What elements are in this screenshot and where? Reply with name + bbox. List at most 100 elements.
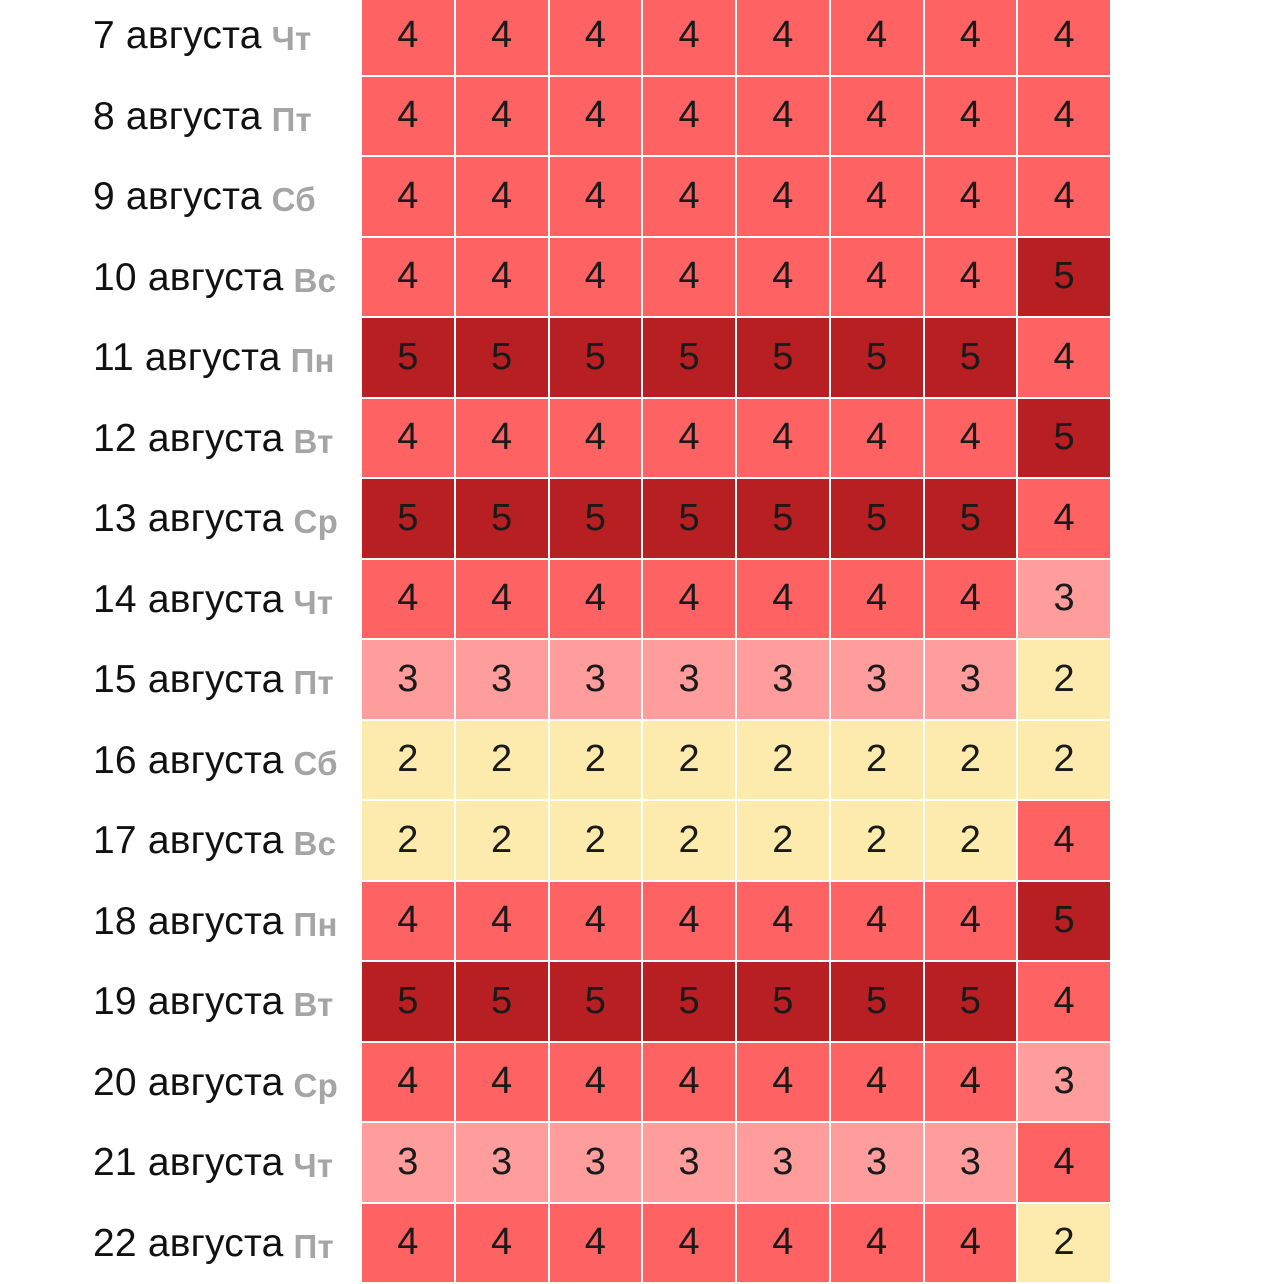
level-cell: 3 <box>362 640 454 719</box>
level-cell: 5 <box>1018 399 1110 478</box>
level-cell: 5 <box>362 479 454 558</box>
level-cell: 2 <box>362 721 454 800</box>
level-cell: 3 <box>925 1123 1017 1202</box>
weekday-label: Пт <box>294 1228 334 1266</box>
level-cell: 4 <box>1018 962 1110 1041</box>
weekday-label: Пт <box>272 101 312 139</box>
weekday-label: Сб <box>294 745 338 783</box>
level-cell: 4 <box>925 157 1017 236</box>
level-cell: 4 <box>1018 157 1110 236</box>
level-cell: 4 <box>550 1204 642 1283</box>
level-cell: 5 <box>550 318 642 397</box>
weekday-label: Вс <box>294 825 337 863</box>
level-cell: 3 <box>456 1123 548 1202</box>
date-text: 17 августа <box>93 819 284 863</box>
level-cell: 5 <box>456 318 548 397</box>
date-text: 14 августа <box>93 578 284 622</box>
level-cell: 4 <box>550 157 642 236</box>
level-cell: 4 <box>643 1204 735 1283</box>
date-text: 20 августа <box>93 1061 284 1105</box>
level-cell: 2 <box>831 801 923 880</box>
level-cell: 4 <box>737 1204 829 1283</box>
level-cell: 3 <box>831 1123 923 1202</box>
level-cell: 2 <box>643 801 735 880</box>
weekday-label: Ср <box>294 503 338 541</box>
level-cell: 5 <box>925 318 1017 397</box>
level-cell: 2 <box>456 801 548 880</box>
level-cell: 5 <box>456 479 548 558</box>
level-cell: 2 <box>925 721 1017 800</box>
weekday-label: Чт <box>272 20 312 58</box>
level-cell: 4 <box>456 1043 548 1122</box>
level-cell: 4 <box>550 77 642 156</box>
date-text: 18 августа <box>93 900 284 944</box>
level-cell: 2 <box>456 721 548 800</box>
level-cell: 2 <box>925 801 1017 880</box>
weekday-label: Сб <box>272 181 316 219</box>
level-cell: 3 <box>737 640 829 719</box>
date-text: 16 августа <box>93 739 284 783</box>
level-cell: 2 <box>1018 721 1110 800</box>
level-cell: 4 <box>925 882 1017 961</box>
date-label: 17 августа Вс <box>0 801 362 882</box>
level-cell: 4 <box>362 1204 454 1283</box>
level-cell: 4 <box>925 77 1017 156</box>
level-cell: 5 <box>1018 238 1110 317</box>
level-cell: 4 <box>925 399 1017 478</box>
level-cell: 4 <box>456 560 548 639</box>
level-cell: 3 <box>831 640 923 719</box>
level-cell: 4 <box>737 1043 829 1122</box>
level-cell: 5 <box>831 962 923 1041</box>
level-cell: 4 <box>831 238 923 317</box>
level-cell: 4 <box>362 0 454 75</box>
level-cell: 3 <box>456 640 548 719</box>
level-cell: 2 <box>737 721 829 800</box>
level-cell: 5 <box>1018 882 1110 961</box>
level-cell: 3 <box>1018 1043 1110 1122</box>
weekday-label: Чт <box>294 1147 334 1185</box>
level-cell: 5 <box>456 962 548 1041</box>
level-cell: 2 <box>737 801 829 880</box>
date-text: 13 августа <box>93 497 284 541</box>
level-cell: 5 <box>831 479 923 558</box>
level-cell: 5 <box>643 479 735 558</box>
level-cell: 4 <box>643 0 735 75</box>
level-cell: 5 <box>362 962 454 1041</box>
level-cell: 4 <box>643 399 735 478</box>
level-cell: 4 <box>550 0 642 75</box>
level-cell: 4 <box>643 560 735 639</box>
level-cell: 2 <box>1018 640 1110 719</box>
level-cell: 2 <box>550 721 642 800</box>
level-cell: 4 <box>643 157 735 236</box>
level-cell: 2 <box>831 721 923 800</box>
level-cell: 4 <box>925 1043 1017 1122</box>
level-cell: 4 <box>362 399 454 478</box>
level-cell: 3 <box>550 640 642 719</box>
level-cell: 4 <box>456 77 548 156</box>
